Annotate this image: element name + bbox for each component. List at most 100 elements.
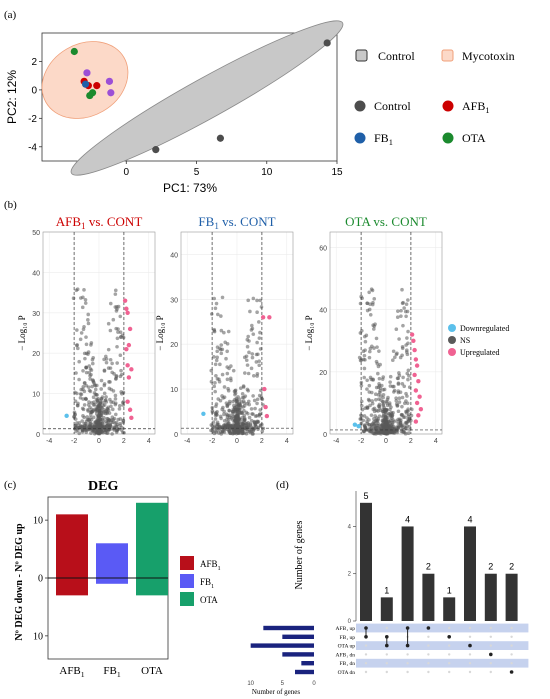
volcano-ns-point xyxy=(373,427,378,432)
upset-intersection-count: 2 xyxy=(488,562,493,572)
volcano-ns-point xyxy=(108,301,113,306)
volcano-ns-point xyxy=(83,301,88,305)
volcano-ns-point xyxy=(108,357,113,362)
volcano-ns-point xyxy=(255,340,259,345)
volcano-ns-point xyxy=(223,422,228,427)
volcano-ns-point xyxy=(251,373,256,378)
volcano-down-point xyxy=(201,411,206,416)
upset-matrix-dot xyxy=(448,644,451,647)
volcano-ns-point xyxy=(215,422,220,426)
upset-matrix-dot xyxy=(468,643,472,648)
deg-title: DEG xyxy=(88,479,118,494)
volcano-ns-point xyxy=(400,287,404,292)
volcano-up-point xyxy=(126,342,132,348)
upset-matrix-dot xyxy=(468,635,472,638)
volcano-ns-point xyxy=(82,389,87,394)
volcano-ns-point xyxy=(80,406,85,411)
volcano-ns-point xyxy=(210,410,215,415)
volcano-y-tick-label: 20 xyxy=(170,342,178,349)
volcano-y-tick-label: 60 xyxy=(319,246,327,253)
volcano-legend-dot xyxy=(448,324,456,332)
volcano-ns-point xyxy=(102,368,107,373)
upset-matrix-dot xyxy=(489,635,492,638)
pca-x-tick-label: 15 xyxy=(331,167,343,178)
volcano-ns-point xyxy=(258,330,262,335)
volcano-ns-point xyxy=(85,415,90,419)
volcano-ns-point xyxy=(232,389,237,394)
legend-treatment-label: Control xyxy=(374,99,411,113)
volcano-ns-point xyxy=(236,403,241,407)
volcano-x-tick-label: -2 xyxy=(71,438,77,445)
pca-y-tick-label: 0 xyxy=(31,85,37,96)
volcano-ns-point xyxy=(255,397,260,402)
volcano-ns-point xyxy=(219,351,224,356)
pca-frame xyxy=(41,32,338,162)
upset-matrix-dot xyxy=(509,670,514,674)
volcano-ns-point xyxy=(407,419,411,423)
volcano-ns-point xyxy=(215,377,220,381)
volcano-up-point xyxy=(125,310,130,315)
volcano-ns-point xyxy=(107,423,112,428)
volcano-ns-point xyxy=(213,417,218,421)
deg-y-tick-label: 0 xyxy=(38,574,43,585)
upset-matrix-dot xyxy=(385,653,388,656)
volcano-legend-dot xyxy=(448,336,456,344)
volcano-ns-point xyxy=(77,431,82,436)
volcano-ns-point xyxy=(90,361,95,366)
volcano-ns-point xyxy=(384,412,388,416)
volcano-ns-point xyxy=(255,372,260,376)
volcano-ns-point xyxy=(121,419,126,423)
volcano-ns-point xyxy=(251,296,256,301)
upset-y-tick-label: 2 xyxy=(348,572,352,578)
volcano-y-tick-label: 20 xyxy=(32,351,40,358)
volcano-ns-point xyxy=(395,315,400,320)
volcano-ns-point xyxy=(116,417,120,422)
pca-y-tick-label: -4 xyxy=(28,142,37,153)
upset-setsize-tick-label: 10 xyxy=(247,681,254,687)
volcano-ns-point xyxy=(118,314,123,319)
volcano-ns-point xyxy=(372,327,376,331)
upset-set-size-bar xyxy=(295,669,314,675)
volcano-ns-point xyxy=(209,368,214,373)
volcano-y-tick-label: 0 xyxy=(323,432,327,439)
volcano-ns-point xyxy=(357,355,362,360)
volcano-ns-point xyxy=(116,304,121,309)
volcano-ns-point xyxy=(117,407,122,411)
volcano-up-point xyxy=(418,406,424,412)
upset-set-label: OTA dn xyxy=(338,670,356,676)
volcano-ns-point xyxy=(378,430,383,434)
legend-treatment-dot xyxy=(354,100,366,112)
pca-point xyxy=(93,82,101,90)
volcano-ns-point xyxy=(76,346,80,351)
volcano-ns-point xyxy=(358,331,363,335)
upset-intersection-bar xyxy=(360,502,372,621)
volcano-ns-point xyxy=(88,422,92,426)
upset-matrix-dot xyxy=(489,670,492,674)
volcano-up-point xyxy=(122,298,128,303)
volcano-ns-point xyxy=(238,386,243,390)
volcano-ns-point xyxy=(248,422,253,426)
volcano-ns-point xyxy=(368,349,372,354)
upset-row-band xyxy=(356,641,529,650)
volcano-ns-point xyxy=(374,385,379,390)
volcano-up-point xyxy=(412,372,417,378)
volcano-ns-point xyxy=(399,308,403,313)
upset-matrix-dot xyxy=(468,653,472,656)
volcano-ns-point xyxy=(247,415,252,420)
volcano-ns-point xyxy=(71,296,76,301)
volcano-plot-3: 0 20 40 60 -4 -2 0 2 4 − Log₁₀ P OTA vs. CONT xyxy=(304,214,443,445)
pca-point xyxy=(105,77,114,85)
volcano-ns-point xyxy=(226,329,231,334)
volcano-ns-point xyxy=(110,432,114,436)
upset-matrix-dot xyxy=(427,635,430,638)
volcano-ns-point xyxy=(210,424,215,428)
volcano-y-tick-label: 50 xyxy=(32,230,40,237)
volcano-ns-point xyxy=(400,353,404,358)
volcano-ns-point xyxy=(253,406,257,411)
volcano-ns-point xyxy=(81,384,86,389)
volcano-ns-point xyxy=(87,370,92,375)
volcano-ns-point xyxy=(395,376,400,381)
volcano-ns-point xyxy=(364,333,369,338)
volcano-ns-point xyxy=(369,413,374,417)
volcano-ns-point xyxy=(119,334,123,339)
